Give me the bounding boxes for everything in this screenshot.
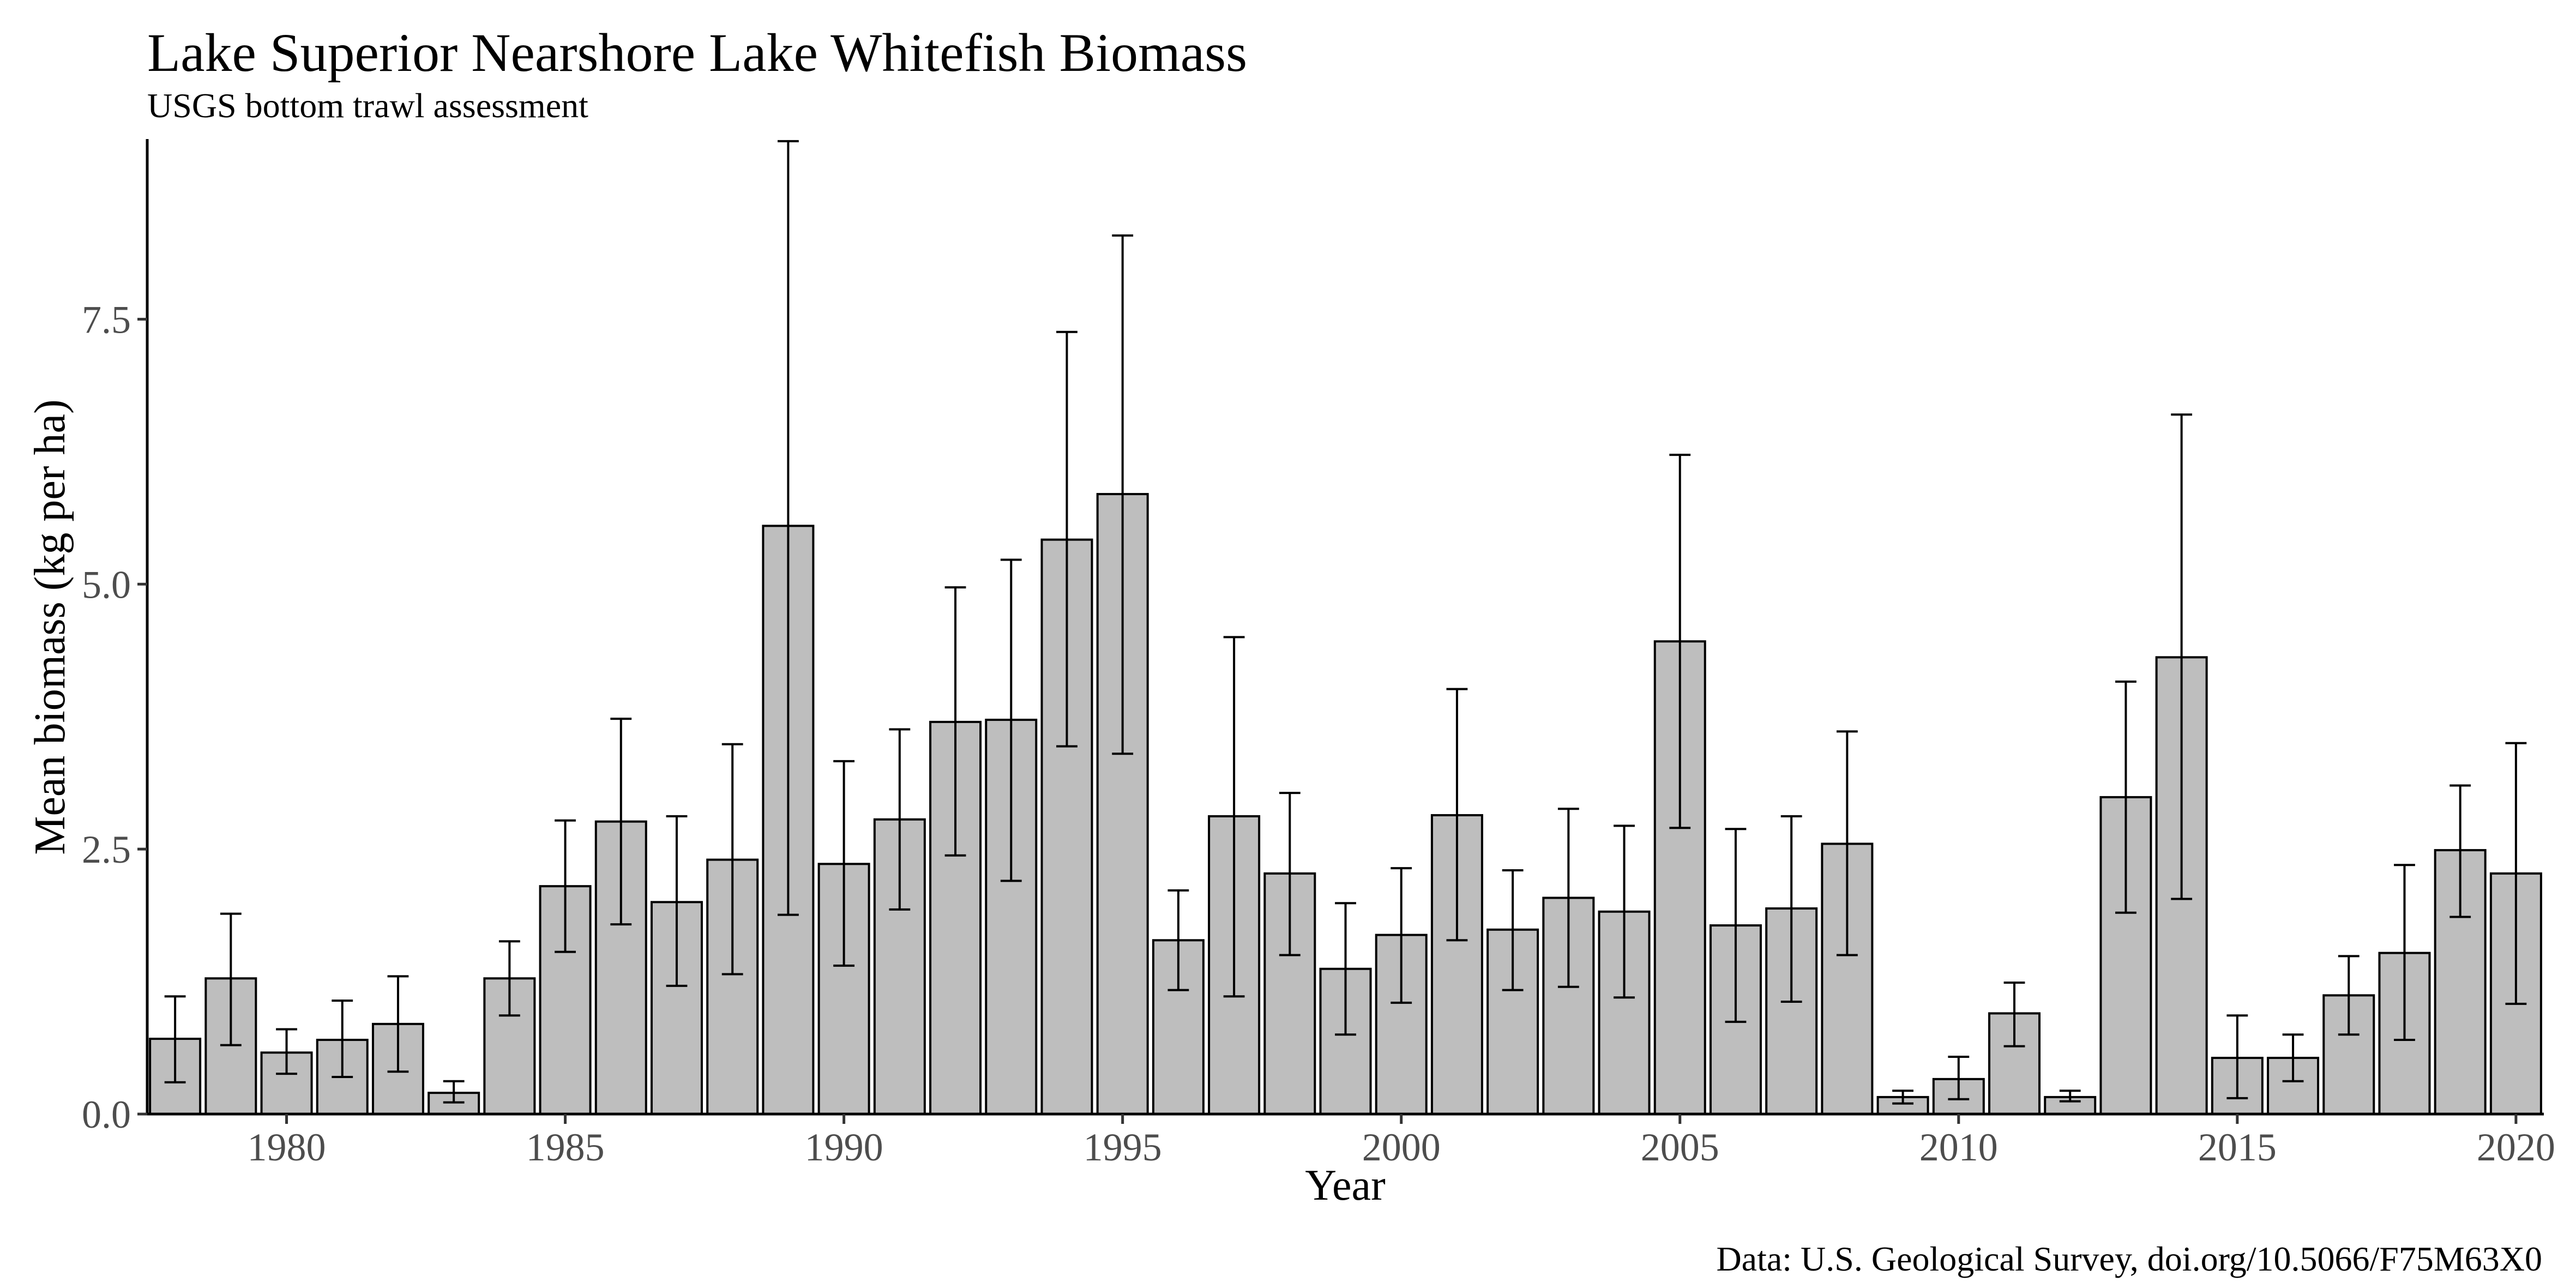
error-bar-1991 [889,728,911,911]
error-bar-1999 [1335,902,1356,1036]
error-bar-1997 [1223,636,1245,998]
error-bar-2000 [1391,867,1412,1004]
y-axis-ticks: 0.0 2.5 5.0 7.5 [82,298,147,1136]
error-bar-2004 [1614,824,1635,999]
error-bar-2008 [1836,730,1858,956]
bar-1994 [1040,538,1093,1115]
error-bar-1983 [443,1080,465,1104]
error-bar-1985 [555,819,576,953]
x-axis-ticks: 1980 1985 1990 1995 2000 2005 2010 2015 2020 [248,1114,2555,1169]
chart-caption: Data: U.S. Geological Survey, doi.org/10… [1716,1239,2542,1278]
error-bar-1981 [332,1000,353,1078]
error-bar-2002 [1502,869,1524,991]
error-bar-2016 [2282,1033,2304,1082]
x-tick-label: 2010 [1919,1126,1998,1169]
chart-title: Lake Superior Nearshore Lake Whitefish B… [147,22,1247,83]
y-tick-label: 7.5 [82,298,131,341]
error-bar-1980 [276,1028,297,1075]
x-tick-label: 1985 [526,1126,605,1169]
x-tick-label: 1980 [248,1126,326,1169]
error-bar-2005 [1669,454,1691,829]
error-bar-2013 [2115,681,2136,914]
error-bar-1995 [1112,234,1134,755]
error-bar-2012 [2059,1090,2081,1103]
x-axis-title: Year [1305,1161,1385,1209]
y-tick-label: 2.5 [82,828,131,871]
error-bar-2014 [2171,413,2193,900]
error-bar-1990 [833,760,855,967]
error-bar-2020 [2505,742,2527,1005]
error-bar-1978 [164,995,186,1084]
x-tick-label: 1995 [1084,1126,1162,1169]
x-tick-label: 2000 [1362,1126,1441,1169]
error-bar-2011 [2003,982,2025,1048]
error-bar-1987 [666,815,688,987]
y-tick-label: 5.0 [82,563,131,606]
error-bar-1986 [610,718,632,926]
error-bar-2019 [2449,784,2471,918]
error-bar-1989 [777,140,799,916]
y-tick-label: 0.0 [82,1093,131,1136]
error-bar-1998 [1279,792,1301,956]
error-bar-1982 [387,975,409,1073]
error-bar-1979 [220,912,242,1046]
error-bar-1993 [1000,558,1022,882]
error-bar-2015 [2226,1014,2248,1099]
x-tick-label: 2015 [2198,1126,2277,1169]
error-bar-2010 [1948,1056,1970,1100]
error-bar-2018 [2394,864,2415,1041]
x-tick-label: 1990 [805,1126,883,1169]
x-tick-label: 2020 [2477,1126,2555,1169]
error-bar-2007 [1780,815,1802,1003]
error-bar-2003 [1557,808,1579,988]
error-bars-layer [164,140,2527,1105]
error-bar-2017 [2338,955,2360,1036]
error-bar-2009 [1892,1090,1914,1105]
x-tick-label: 2005 [1641,1126,1719,1169]
chart-subtitle: USGS bottom trawl assessment [147,86,588,125]
error-bar-1992 [944,586,966,857]
error-bar-1984 [498,940,520,1017]
error-bar-1996 [1167,889,1189,991]
error-bar-1988 [721,743,743,976]
y-axis-title: Mean biomass (kg per ha) [26,399,74,854]
error-bar-2001 [1446,688,1468,942]
error-bar-1994 [1056,330,1078,748]
error-bar-2006 [1725,828,1747,1023]
